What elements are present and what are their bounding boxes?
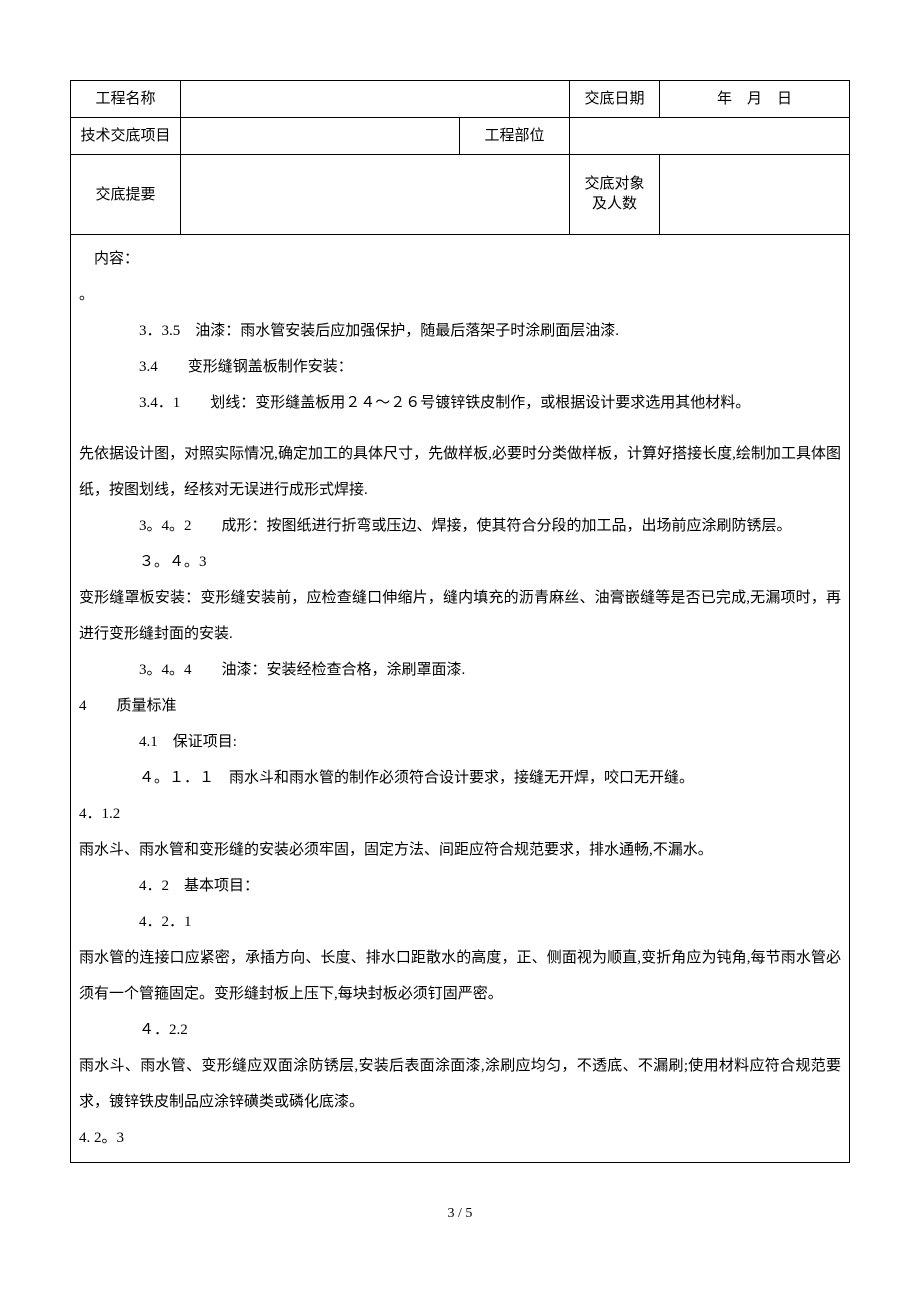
jiaodi-tiyao-value <box>181 155 570 235</box>
line-11: ４。１．１ 雨水斗和雨水管的制作必须符合设计要求，接缝无开焊，咬口无开缝。 <box>79 760 841 796</box>
line-9: 4 质量标准 <box>79 688 841 724</box>
line-16: 雨水管的连接口应紧密，承插方向、长度、排水口距散水的高度，正、侧面视为顺直,变折… <box>79 940 841 1012</box>
line-6: ３。４。3 <box>79 544 841 580</box>
line-19: 4. 2。3 <box>79 1120 841 1156</box>
project-part-label: 工程部位 <box>460 118 570 155</box>
project-name-value <box>181 81 570 118</box>
tech-item-label: 技术交底项目 <box>71 118 181 155</box>
line-2: 3.4 变形缝钢盖板制作安装： <box>79 349 841 385</box>
line-18: 雨水斗、雨水管、变形缝应双面涂防锈层,安装后表面涂面漆,涂刷应均匀，不透底、不漏… <box>79 1048 841 1120</box>
line-13: 雨水斗、雨水管和变形缝的安装必须牢固，固定方法、间距应符合规范要求，排水通畅,不… <box>79 832 841 868</box>
line-10: 4.1 保证项目: <box>79 724 841 760</box>
row-content: 内容： 。 3．3.5 油漆：雨水管安装后应加强保护，随最后落架子时涂刷面层油漆… <box>71 235 850 1163</box>
line-14: 4．2 基本项目： <box>79 868 841 904</box>
line-8: 3。4。4 油漆：安装经检查合格，涂刷罩面漆. <box>79 652 841 688</box>
object-count-label: 交底对象及人数 <box>570 155 660 235</box>
content-body: 内容： 。 3．3.5 油漆：雨水管安装后应加强保护，随最后落架子时涂刷面层油漆… <box>79 241 841 1156</box>
date-value: 年 月 日 <box>660 81 850 118</box>
line-1: 3．3.5 油漆：雨水管安装后应加强保护，随最后落架子时涂刷面层油漆. <box>79 313 841 349</box>
row-project-name: 工程名称 交底日期 年 月 日 <box>71 81 850 118</box>
line-4: 先依据设计图，对照实际情况,确定加工的具体尺寸，先做样板,必要时分类做样板，计算… <box>79 436 841 508</box>
content-cell: 内容： 。 3．3.5 油漆：雨水管安装后应加强保护，随最后落架子时涂刷面层油漆… <box>71 235 850 1163</box>
line-0: 。 <box>79 277 841 313</box>
project-part-value <box>570 118 850 155</box>
line-5: 3。4。2 成形：按图纸进行折弯或压边、焊接，使其符合分段的加工品，出场前应涂刷… <box>79 508 841 544</box>
object-count-value <box>660 155 850 235</box>
blank-line <box>79 421 841 436</box>
line-12: 4．1.2 <box>79 796 841 832</box>
content-title: 内容： <box>79 241 841 277</box>
line-17: ４．2.2 <box>79 1012 841 1048</box>
document-table: 工程名称 交底日期 年 月 日 技术交底项目 工程部位 交底提要 交底对象及人数… <box>70 80 850 1163</box>
line-3: 3.4．1 划线：变形缝盖板用２４～２６号镀锌铁皮制作，或根据设计要求选用其他材… <box>79 385 841 421</box>
date-label: 交底日期 <box>570 81 660 118</box>
jiaodi-tiyao-label: 交底提要 <box>71 155 181 235</box>
line-7: 变形缝罩板安装：变形缝安装前，应检查缝口伸缩片，缝内填充的沥青麻丝、油膏嵌缝等是… <box>79 580 841 652</box>
row-tech-item: 技术交底项目 工程部位 <box>71 118 850 155</box>
line-15: 4．2．1 <box>79 904 841 940</box>
page-footer: 3 / 5 <box>70 1203 850 1225</box>
tech-item-value <box>181 118 460 155</box>
project-name-label: 工程名称 <box>71 81 181 118</box>
row-jiaodi-tiyao: 交底提要 交底对象及人数 <box>71 155 850 235</box>
